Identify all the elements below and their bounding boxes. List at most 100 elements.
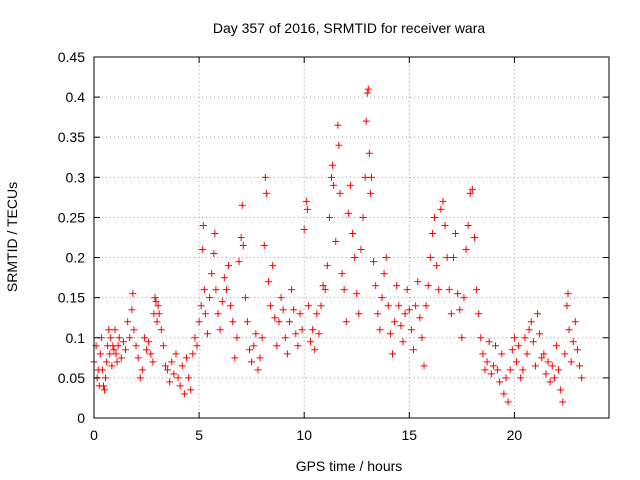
data-point xyxy=(153,318,161,326)
data-point xyxy=(433,262,441,270)
data-point xyxy=(357,246,365,254)
data-point xyxy=(168,358,176,366)
data-point xyxy=(504,398,512,406)
data-point xyxy=(294,342,302,350)
data-point xyxy=(275,318,283,326)
data-point xyxy=(225,262,233,270)
x-tick-label: 20 xyxy=(507,427,523,443)
data-point xyxy=(164,366,172,374)
data-point xyxy=(214,310,222,318)
data-point xyxy=(452,229,460,237)
data-point xyxy=(122,346,130,354)
data-point xyxy=(238,201,246,209)
data-point xyxy=(523,350,531,358)
data-point xyxy=(370,258,378,266)
data-point xyxy=(510,334,518,342)
data-point xyxy=(508,346,516,354)
data-point xyxy=(159,342,167,350)
data-point xyxy=(195,318,203,326)
data-point xyxy=(178,362,186,370)
data-point xyxy=(435,286,443,294)
data-point xyxy=(571,318,579,326)
data-point xyxy=(336,189,344,197)
data-point xyxy=(128,306,136,314)
data-point xyxy=(454,290,462,298)
data-point xyxy=(250,342,258,350)
data-point xyxy=(152,298,160,306)
data-point xyxy=(210,250,218,258)
data-point xyxy=(235,258,243,266)
data-point xyxy=(231,354,239,362)
data-point xyxy=(233,334,241,342)
data-point xyxy=(191,334,199,342)
data-point xyxy=(479,350,487,358)
data-point xyxy=(363,89,371,97)
ticks-layer: 0 0.05 0.1 0.15 0.2 0.25 0.3 0.35 0.4 0.45 0 5 10 15 2… xyxy=(58,49,609,443)
y-tick-label: 0.45 xyxy=(58,49,85,65)
data-point xyxy=(555,366,563,374)
data-point xyxy=(106,350,114,358)
data-point xyxy=(111,326,119,334)
data-point xyxy=(239,242,247,250)
data-point xyxy=(334,121,342,129)
data-point xyxy=(108,362,116,370)
data-point xyxy=(388,350,396,358)
data-point xyxy=(285,318,293,326)
data-point xyxy=(113,358,121,366)
data-point xyxy=(105,326,113,334)
data-point xyxy=(218,298,226,306)
data-point xyxy=(422,302,430,310)
data-point xyxy=(426,254,434,262)
data-point xyxy=(290,306,298,314)
data-point xyxy=(206,294,214,302)
data-point xyxy=(340,286,348,294)
data-point xyxy=(161,362,169,370)
data-point xyxy=(496,378,504,386)
data-point xyxy=(462,246,470,254)
data-point xyxy=(515,342,523,350)
data-point xyxy=(506,366,514,374)
data-point xyxy=(401,310,409,318)
data-point xyxy=(325,213,333,221)
y-tick-label: 0.25 xyxy=(58,209,85,225)
data-point xyxy=(260,242,268,250)
grid-layer xyxy=(94,57,609,418)
data-point xyxy=(414,278,422,286)
data-point xyxy=(96,350,104,358)
data-point xyxy=(200,286,208,294)
data-point xyxy=(315,330,323,338)
data-point xyxy=(288,286,296,294)
data-point xyxy=(378,294,386,302)
data-point xyxy=(538,354,546,362)
data-point xyxy=(477,334,485,342)
data-point xyxy=(140,334,148,342)
data-point xyxy=(199,221,207,229)
data-point xyxy=(154,302,162,310)
data-point xyxy=(197,302,205,310)
data-point xyxy=(349,229,357,237)
data-point xyxy=(136,374,144,382)
data-point xyxy=(112,350,120,358)
data-point xyxy=(393,282,401,290)
data-point xyxy=(431,213,439,221)
data-point xyxy=(542,370,550,378)
data-point xyxy=(332,238,340,246)
x-tick-label: 15 xyxy=(402,427,418,443)
y-tick-label: 0.35 xyxy=(58,129,85,145)
data-point xyxy=(252,330,260,338)
data-point xyxy=(102,374,110,382)
data-point xyxy=(321,286,329,294)
data-point xyxy=(319,282,327,290)
data-point xyxy=(134,354,142,362)
data-point xyxy=(355,310,363,318)
data-point xyxy=(481,366,489,374)
data-point xyxy=(502,374,510,382)
data-point xyxy=(143,346,151,354)
data-point xyxy=(424,282,432,290)
data-point xyxy=(323,262,331,270)
data-point xyxy=(362,117,370,125)
data-point xyxy=(521,334,529,342)
data-point xyxy=(376,326,384,334)
